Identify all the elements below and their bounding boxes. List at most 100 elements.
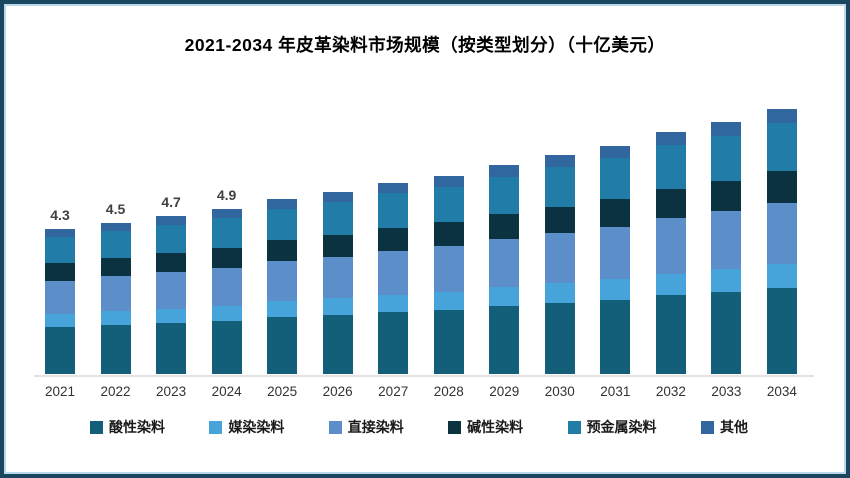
bar-segment (600, 145, 631, 159)
bar-2026 (322, 192, 353, 374)
bar-segment (655, 131, 686, 146)
bar-segment (378, 250, 409, 295)
bar-segment (655, 217, 686, 274)
bar-segment (655, 145, 686, 189)
bar-segment (489, 165, 520, 177)
bar-segment (544, 206, 575, 233)
legend-item: 酸性染料 (90, 417, 165, 437)
legend-item: 媒染染料 (209, 417, 284, 437)
bar-2021: 4.3 (45, 207, 75, 374)
bar-segment (766, 263, 797, 288)
x-axis-labels: 2021 2022 2023 2024 2025 2026 2027 2028 2029 2030… (45, 384, 797, 399)
bar-segment (655, 295, 686, 374)
bar-segment (544, 155, 575, 168)
x-axis-label: 2034 (766, 384, 797, 399)
bar-segment (267, 208, 298, 241)
x-axis-label-cell: 2034 (767, 384, 797, 399)
legend-item: 其他 (700, 417, 748, 437)
bar-segment (433, 186, 464, 223)
bar-chart: 4.3 4.5 4.7 4.9 (45, 74, 797, 374)
bar-2033 (711, 121, 742, 374)
x-axis-label-cell: 2033 (711, 384, 741, 399)
x-axis-label-cell: 2027 (378, 384, 408, 399)
x-axis-label-cell: 2022 (101, 384, 131, 399)
bar-2030 (544, 155, 575, 374)
bar-segment (100, 324, 131, 374)
x-axis-label-cell: 2023 (156, 384, 186, 399)
bar-segment (766, 122, 797, 171)
bar-2034 (766, 108, 797, 374)
legend-label: 直接染料 (347, 419, 404, 435)
bar-segment (100, 258, 131, 277)
x-axis-label-cell: 2028 (434, 384, 464, 399)
bar-segment (489, 176, 520, 215)
x-axis-label: 2023 (156, 384, 187, 399)
bar-segment (378, 182, 409, 194)
bar-2024: 4.9 (211, 187, 242, 374)
x-axis-label: 2029 (489, 384, 520, 399)
bar-segment (711, 135, 742, 181)
bar-segment (489, 239, 520, 288)
legend-label: 媒染染料 (228, 419, 285, 435)
bar-segment (267, 301, 298, 318)
bar-segment (211, 320, 242, 374)
bar-segment (100, 222, 131, 231)
bar-segment (711, 180, 742, 212)
x-axis-label: 2025 (267, 384, 298, 399)
bar-segment (433, 291, 464, 310)
bar-2031 (600, 145, 631, 374)
bar-total-label: 4.7 (161, 194, 181, 211)
bar-total-label: 4.5 (105, 200, 126, 217)
bar-segment (322, 202, 353, 235)
bar-segment (378, 311, 409, 374)
bar-segment (100, 230, 131, 259)
x-axis-label: 2022 (100, 384, 131, 399)
bar-segment (544, 232, 575, 284)
bar-segment (267, 240, 298, 262)
x-axis-label-cell: 2026 (323, 384, 353, 399)
bar-segment (655, 188, 686, 218)
bar-segment (322, 298, 353, 315)
bar-segment (711, 269, 742, 292)
bar-segment (322, 234, 353, 257)
bar-segment (267, 317, 298, 374)
bar-segment (322, 256, 353, 299)
bar-segment (156, 308, 187, 323)
bar-2023: 4.7 (156, 194, 187, 374)
bar-segment (489, 214, 520, 240)
bar-total-label: 4.9 (216, 187, 237, 204)
legend-swatch (90, 420, 103, 434)
x-axis-label: 2028 (433, 384, 464, 399)
bar-segment (600, 299, 631, 374)
x-axis-line (34, 375, 814, 377)
legend-item: 碱性染料 (448, 417, 523, 437)
bar-segment (45, 280, 75, 314)
bar-segment (156, 253, 187, 273)
bar-segment (544, 167, 575, 207)
x-axis-label-cell: 2024 (212, 384, 242, 399)
bar-2022: 4.5 (100, 201, 131, 374)
legend-label: 碱性染料 (467, 419, 524, 435)
x-axis-label: 2027 (378, 384, 409, 399)
bar-segment (378, 294, 409, 312)
bar-segment (711, 292, 742, 374)
bar-segment (766, 202, 797, 264)
bar-segment (45, 313, 75, 327)
legend-label: 预金属染料 (586, 419, 657, 435)
bar-2027 (378, 182, 409, 374)
x-axis-label: 2021 (44, 384, 76, 399)
bar-segment (766, 170, 797, 203)
chart-legend: 酸性染料 媒染染料 直接染料 碱性染料 预金属染料 其他 (90, 417, 748, 437)
bar-segment (211, 267, 242, 306)
x-axis-label: 2024 (211, 384, 242, 399)
bar-segment (156, 272, 187, 309)
x-axis-label-cell: 2032 (656, 384, 686, 399)
legend-swatch (700, 420, 714, 434)
bar-segment (544, 283, 575, 304)
bar-segment (45, 327, 75, 374)
bar-total-label: 4.3 (50, 207, 70, 224)
bar-2029 (489, 165, 520, 374)
bar-segment (766, 287, 797, 374)
legend-swatch (209, 420, 223, 434)
